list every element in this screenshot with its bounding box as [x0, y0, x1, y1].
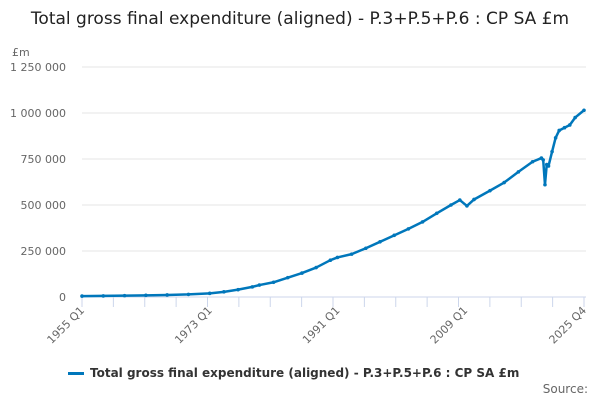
- data-point: [568, 123, 572, 127]
- data-point: [543, 182, 547, 187]
- data-point: [165, 293, 169, 297]
- data-point: [458, 198, 462, 202]
- data-point: [257, 283, 262, 287]
- data-point: [488, 188, 492, 193]
- data-point: [472, 197, 476, 202]
- y-tick-label: 250 000: [21, 245, 67, 258]
- data-point: [349, 252, 354, 256]
- source-label: Source:: [542, 382, 588, 396]
- data-point: [516, 170, 521, 174]
- data-point: [582, 108, 586, 113]
- legend-item[interactable]: Total gross final expenditure (aligned) …: [68, 366, 519, 380]
- x-tick-label: 1991 Q1: [300, 304, 343, 347]
- data-point: [186, 292, 191, 297]
- data-point: [314, 265, 318, 270]
- data-point: [364, 246, 368, 251]
- data-point: [465, 204, 469, 208]
- chart-title: Total gross final expenditure (aligned) …: [30, 9, 570, 29]
- y-axis-label: £m: [12, 46, 30, 59]
- data-point: [101, 294, 106, 298]
- x-tick-label: 1973 Q1: [172, 304, 215, 347]
- data-point: [434, 211, 439, 216]
- data-point: [557, 128, 561, 133]
- data-point: [550, 149, 554, 154]
- data-point: [530, 159, 535, 164]
- x-tick-label: 2009 Q1: [428, 304, 471, 347]
- data-point: [335, 255, 340, 260]
- y-tick-label: 0: [59, 291, 66, 304]
- data-point: [541, 158, 546, 162]
- y-tick-label: 500 000: [21, 199, 67, 212]
- data-point: [144, 293, 148, 298]
- y-tick-label: 750 000: [21, 153, 67, 166]
- x-tick-label: 2025 Q4: [547, 304, 590, 347]
- data-point: [207, 291, 212, 296]
- data-point: [236, 287, 240, 292]
- data-point: [285, 275, 290, 280]
- legend-label: Total gross final expenditure (aligned) …: [90, 366, 520, 380]
- data-point: [80, 294, 84, 298]
- data-point: [406, 227, 411, 231]
- data-point: [122, 293, 127, 298]
- data-point: [573, 115, 577, 120]
- data-point: [222, 290, 226, 294]
- data-point: [378, 240, 382, 244]
- series-line: [81, 109, 585, 298]
- y-tick-label: 1 000 000: [10, 107, 66, 120]
- legend-swatch: [68, 371, 84, 375]
- y-tick-label: 1 250 000: [10, 61, 66, 74]
- data-point: [502, 180, 506, 185]
- data-point: [553, 136, 558, 140]
- data-point: [250, 285, 255, 289]
- data-point: [271, 280, 276, 285]
- x-tick-label: 1955 Q1: [45, 304, 88, 347]
- data-point: [328, 258, 333, 263]
- data-point: [449, 203, 453, 207]
- data-point: [562, 125, 567, 130]
- data-point: [300, 271, 304, 275]
- data-point: [392, 233, 396, 238]
- data-point: [420, 220, 425, 224]
- data-point: [546, 164, 551, 168]
